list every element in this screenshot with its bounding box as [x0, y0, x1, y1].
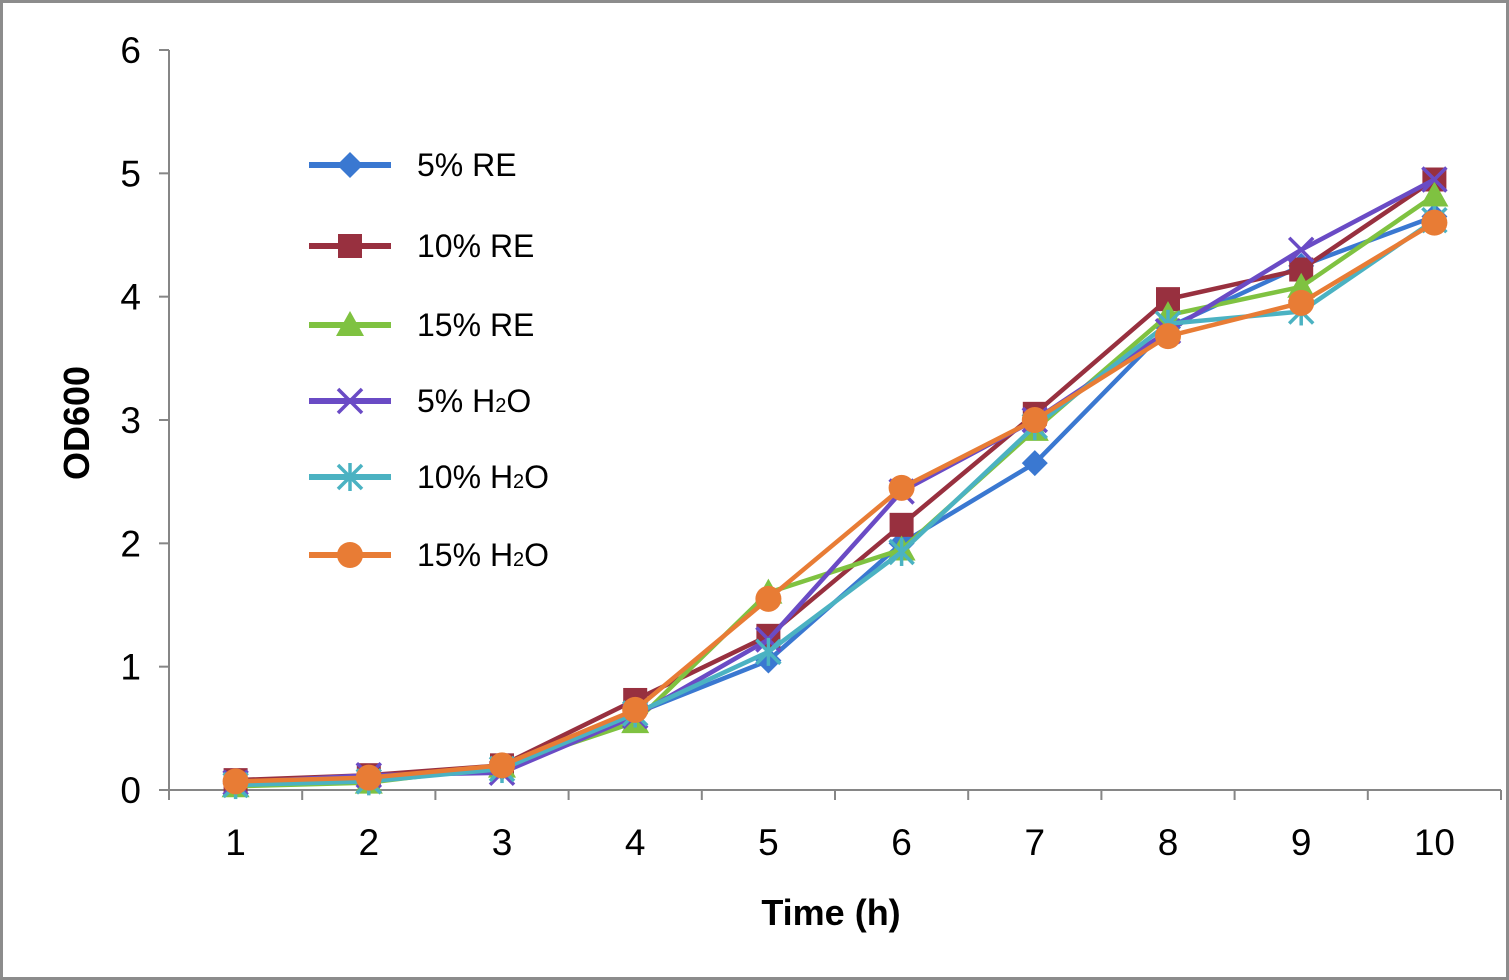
y-tick-label: 0: [120, 770, 141, 811]
legend-label-tail: O: [524, 459, 549, 495]
series-layer: [221, 166, 1449, 800]
x-tick-label: 5: [758, 822, 779, 863]
series-6: [222, 209, 1448, 795]
y-tick-label: 4: [120, 277, 141, 318]
legend-label: 10% RE: [417, 228, 534, 264]
legend-label-tail: O: [524, 537, 549, 573]
legend-swatch-marker: [337, 152, 363, 178]
data-point: [755, 637, 782, 666]
legend-label-text: 10% RE: [417, 228, 534, 264]
legend-label-text: 15% H: [417, 537, 513, 573]
data-point: [1155, 323, 1181, 350]
legend-label-subscript: 2: [513, 471, 524, 493]
data-point: [755, 585, 782, 612]
axes: 0 1 2 3 4 5 6 1 2 3 4 5 6 7 8 9 10: [120, 30, 1502, 863]
x-tick-label: 10: [1414, 822, 1455, 863]
series-line: [235, 214, 1436, 787]
legend-label-subscript: 2: [513, 549, 524, 571]
series-line: [235, 220, 1436, 784]
legend-label: 15% RE: [417, 307, 534, 343]
legend-label-text: 5% H: [417, 383, 495, 419]
x-tick-label: 9: [1291, 822, 1312, 863]
y-tick-label: 5: [120, 153, 141, 194]
data-point: [888, 537, 915, 566]
data-point: [622, 696, 649, 723]
data-point: [1421, 209, 1448, 236]
legend-label-text: 5% RE: [417, 147, 517, 183]
legend-swatch-marker: [338, 234, 362, 258]
x-axis-title: Time (h): [761, 892, 900, 933]
data-point: [1421, 166, 1448, 193]
data-point: [222, 768, 249, 795]
legend-item: 10% RE: [309, 228, 534, 264]
legend-label: 5% H2O: [417, 383, 531, 419]
x-tick-label: 7: [1025, 822, 1046, 863]
legend-label-text: 10% H: [417, 459, 513, 495]
y-tick-label: 3: [120, 400, 141, 441]
y-tick-label: 6: [120, 30, 141, 71]
legend-swatch-marker: [336, 311, 364, 336]
legend-label-text: 15% RE: [417, 307, 534, 343]
series-line: [235, 218, 1436, 788]
series-4: [222, 166, 1448, 796]
legend-label-subscript: 2: [495, 395, 506, 417]
data-point: [888, 474, 915, 501]
data-point: [1288, 289, 1315, 316]
legend-item: 15% RE: [309, 307, 534, 343]
data-point: [889, 512, 914, 537]
legend-label: 15% H2O: [417, 537, 549, 573]
legend-swatch-marker: [336, 463, 364, 491]
data-point: [489, 752, 515, 779]
y-axis-title: OD600: [56, 366, 97, 480]
legend-label-tail: O: [506, 383, 531, 419]
series-line: [235, 177, 1436, 785]
legend-swatch-marker: [337, 542, 363, 568]
legend-label: 10% H2O: [417, 459, 549, 495]
x-tick-label: 8: [1158, 822, 1179, 863]
legend-item: 5% RE: [309, 147, 517, 183]
legend-item: 15% H2O: [309, 537, 549, 573]
y-tick-label: 2: [120, 523, 141, 564]
x-tick-label: 4: [625, 822, 646, 863]
series-2: [223, 167, 1447, 793]
data-point: [1021, 450, 1048, 477]
series-line: [235, 177, 1436, 783]
data-point: [1287, 272, 1316, 298]
data-point: [1420, 181, 1449, 207]
y-tick-label: 1: [120, 647, 141, 688]
x-tick-label: 6: [891, 822, 912, 863]
x-tick-label: 1: [225, 822, 246, 863]
x-tick-label: 3: [492, 822, 513, 863]
data-point: [1287, 236, 1315, 264]
x-tick-label: 2: [359, 822, 380, 863]
legend-swatch-marker: [336, 387, 364, 415]
series-line: [235, 193, 1436, 789]
line-chart: 0 1 2 3 4 5 6 1 2 3 4 5 6 7 8 9 10 5% RE 10% RE 15% RE 5% H…: [56, 30, 1502, 933]
legend-label: 5% RE: [417, 147, 517, 183]
data-point: [355, 764, 382, 791]
data-point: [1021, 407, 1048, 433]
legend-item: 5% H2O: [309, 383, 531, 419]
legend-item: 10% H2O: [309, 459, 549, 495]
